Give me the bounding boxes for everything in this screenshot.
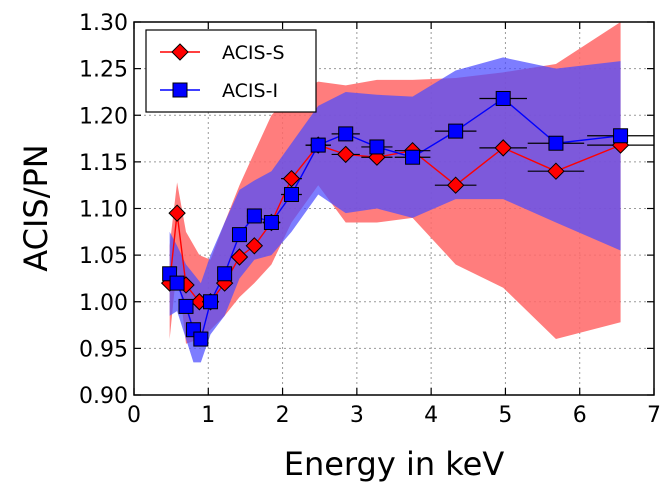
y-axis-label: ACIS/PN — [17, 144, 55, 271]
legend: ACIS-S ACIS-I — [145, 29, 317, 113]
x-tick-label: 6 — [573, 403, 587, 428]
data-point-acis-i — [231, 227, 247, 243]
data-point-acis-i — [193, 331, 209, 347]
data-point-acis-i — [548, 135, 564, 151]
x-tick-label: 7 — [647, 403, 661, 428]
data-point-acis-i — [338, 126, 354, 142]
data-point-acis-s — [168, 204, 186, 222]
x-tick-label: 4 — [424, 403, 438, 428]
data-point-acis-s — [337, 145, 355, 164]
error-band-acis-i — [169, 57, 621, 363]
data-point-acis-i — [495, 90, 511, 106]
y-tick-labels: 0.90 0.95 1.00 1.05 1.10 1.15 1.20 1.25 1.30 — [79, 11, 128, 409]
y-tick-label: 1.30 — [79, 11, 128, 36]
y-tick-label: 0.95 — [79, 337, 128, 362]
data-point-acis-s — [494, 139, 512, 157]
axis-ticks — [133, 21, 655, 396]
data-point-acis-i — [283, 187, 299, 203]
x-axis-label: Energy in keV — [284, 445, 505, 483]
legend-label-acis-s: ACIS-S — [222, 42, 285, 64]
data-point-acis-i — [203, 294, 219, 310]
data-point-acis-s — [547, 162, 565, 180]
x-tick-label: 2 — [276, 403, 290, 428]
data-point-acis-s — [446, 176, 465, 194]
x-tick-label: 5 — [498, 403, 512, 428]
x-tick-label: 3 — [350, 403, 364, 428]
data-point-acis-i — [246, 208, 262, 224]
y-tick-label: 1.25 — [79, 58, 128, 83]
y-tick-label: 1.05 — [79, 244, 128, 269]
data-point-acis-i — [169, 275, 185, 291]
data-markers — [160, 90, 630, 347]
y-tick-label: 1.00 — [79, 291, 128, 316]
legend-marker-acis-s — [171, 43, 189, 61]
data-point-acis-s — [230, 248, 249, 266]
data-point-acis-s — [282, 169, 301, 188]
legend-box — [145, 29, 317, 113]
data-point-acis-i — [405, 149, 421, 165]
legend-marker-acis-i — [172, 82, 188, 98]
x-tick-label: 1 — [201, 403, 215, 428]
data-point-acis-s — [245, 237, 264, 255]
data-point-acis-i — [310, 137, 326, 153]
x-tick-label: 0 — [127, 403, 141, 428]
y-tick-label: 1.10 — [79, 198, 128, 223]
data-point-acis-i — [178, 298, 194, 314]
data-point-acis-i — [217, 266, 233, 282]
y-tick-label: 1.20 — [79, 104, 128, 129]
y-tick-label: 0.90 — [79, 384, 128, 409]
data-point-acis-i — [448, 123, 464, 139]
data-point-acis-i — [613, 128, 629, 144]
legend-label-acis-i: ACIS-I — [222, 80, 278, 102]
y-tick-label: 1.15 — [79, 151, 128, 176]
x-tick-labels: 0 1 2 3 4 5 6 7 — [127, 403, 661, 428]
data-point-acis-i — [369, 139, 385, 155]
data-point-acis-i — [263, 214, 279, 230]
